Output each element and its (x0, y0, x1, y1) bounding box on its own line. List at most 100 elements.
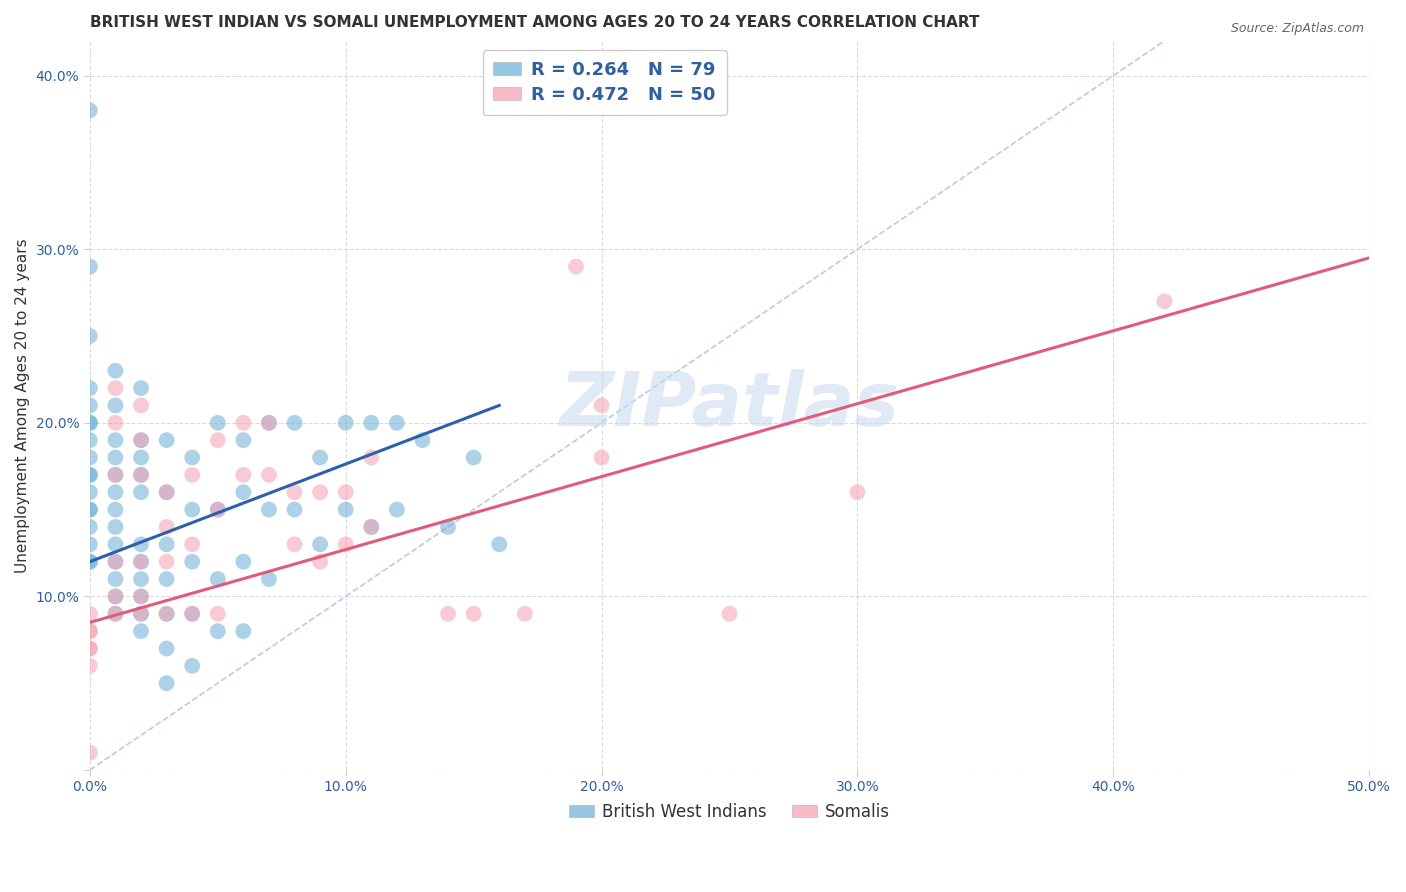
Point (79, 450, 101, 465)
Point (309, 450, 332, 465)
Point (104, 607, 127, 621)
Point (79, 658, 101, 673)
Point (104, 364, 127, 378)
Point (846, 485, 869, 500)
Point (181, 658, 204, 673)
Point (463, 607, 485, 621)
Point (155, 641, 177, 656)
Y-axis label: Unemployment Among Ages 20 to 24 years: Unemployment Among Ages 20 to 24 years (15, 238, 30, 573)
Point (437, 607, 460, 621)
Point (232, 555, 254, 569)
Point (155, 572, 177, 586)
Point (335, 485, 357, 500)
Point (309, 555, 332, 569)
Point (181, 555, 204, 569)
Point (104, 467, 127, 482)
Point (104, 381, 127, 395)
Point (257, 416, 280, 430)
Point (155, 485, 177, 500)
Point (385, 502, 408, 516)
Point (79, 641, 101, 656)
Point (155, 485, 177, 500)
Point (207, 607, 229, 621)
Point (79, 520, 101, 534)
Point (155, 607, 177, 621)
Legend: British West Indians, Somalis: British West Indians, Somalis (562, 796, 897, 827)
Point (181, 502, 204, 516)
Point (283, 537, 305, 551)
Point (104, 433, 127, 447)
Point (79, 329, 101, 343)
Point (79, 502, 101, 516)
Point (385, 416, 408, 430)
Point (79, 416, 101, 430)
Point (104, 607, 127, 621)
Point (181, 537, 204, 551)
Point (104, 555, 127, 569)
Point (155, 607, 177, 621)
Point (181, 450, 204, 465)
Point (411, 433, 433, 447)
Point (155, 520, 177, 534)
Point (79, 416, 101, 430)
Point (513, 607, 536, 621)
Point (79, 381, 101, 395)
Point (104, 520, 127, 534)
Point (283, 502, 305, 516)
Point (360, 520, 382, 534)
Point (104, 590, 127, 604)
Point (104, 502, 127, 516)
Point (155, 537, 177, 551)
Point (129, 607, 152, 621)
Text: ZIPatlas: ZIPatlas (560, 369, 900, 442)
Point (104, 537, 127, 551)
Point (79, 555, 101, 569)
Point (104, 416, 127, 430)
Point (79, 555, 101, 569)
Point (129, 572, 152, 586)
Point (257, 502, 280, 516)
Point (129, 537, 152, 551)
Point (207, 433, 229, 447)
Point (155, 676, 177, 690)
Point (129, 433, 152, 447)
Point (257, 416, 280, 430)
Point (129, 555, 152, 569)
Point (1153, 294, 1175, 309)
Point (463, 450, 485, 465)
Point (155, 433, 177, 447)
Point (79, 624, 101, 639)
Point (104, 485, 127, 500)
Point (79, 537, 101, 551)
Point (591, 399, 613, 413)
Point (591, 450, 613, 465)
Point (257, 572, 280, 586)
Point (283, 485, 305, 500)
Point (129, 624, 152, 639)
Point (437, 520, 460, 534)
Point (104, 450, 127, 465)
Point (488, 537, 510, 551)
Point (129, 555, 152, 569)
Point (129, 607, 152, 621)
Point (129, 590, 152, 604)
Point (283, 416, 305, 430)
Point (232, 467, 254, 482)
Point (104, 572, 127, 586)
Point (104, 555, 127, 569)
Point (79, 260, 101, 274)
Point (129, 485, 152, 500)
Point (207, 624, 229, 639)
Point (718, 607, 741, 621)
Point (79, 399, 101, 413)
Point (207, 572, 229, 586)
Point (360, 450, 382, 465)
Point (79, 746, 101, 760)
Text: BRITISH WEST INDIAN VS SOMALI UNEMPLOYMENT AMONG AGES 20 TO 24 YEARS CORRELATION: BRITISH WEST INDIAN VS SOMALI UNEMPLOYME… (90, 15, 980, 30)
Point (309, 537, 332, 551)
Point (104, 399, 127, 413)
Point (129, 467, 152, 482)
Point (360, 520, 382, 534)
Point (129, 590, 152, 604)
Point (181, 607, 204, 621)
